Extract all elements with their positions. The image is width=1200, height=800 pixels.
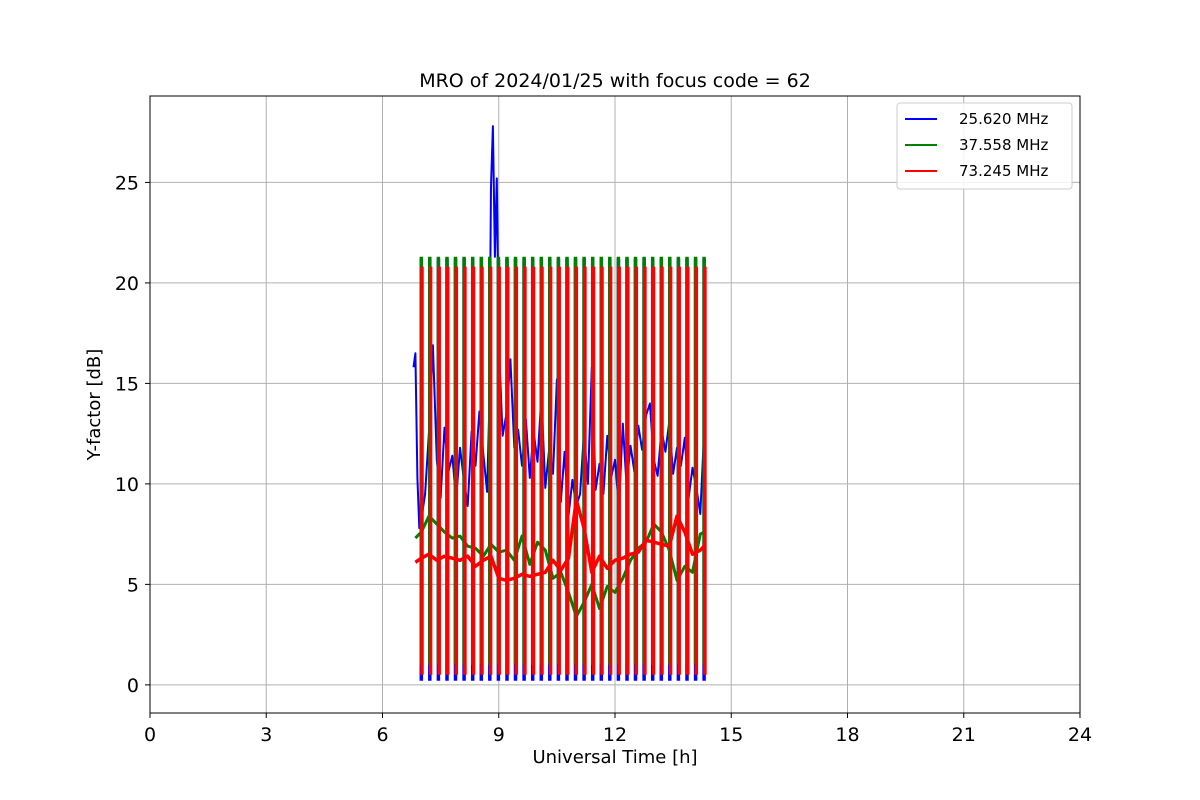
x-tick-label: 12 xyxy=(603,724,627,746)
series-group xyxy=(414,266,707,675)
x-tick-label: 24 xyxy=(1068,724,1092,746)
x-tick-label: 6 xyxy=(376,724,388,746)
y-tick-label: 15 xyxy=(115,373,139,395)
legend-label: 73.245 MHz xyxy=(959,162,1048,180)
x-tick-label: 0 xyxy=(144,724,156,746)
cycle-spikes xyxy=(420,266,707,675)
x-tick-label: 21 xyxy=(952,724,976,746)
y-tick-label: 20 xyxy=(115,273,139,295)
y-tick-label: 0 xyxy=(127,675,139,697)
legend-label: 37.558 MHz xyxy=(959,136,1048,154)
plot-area xyxy=(412,125,707,681)
y-tick-label: 5 xyxy=(127,574,139,596)
x-axis-label: Universal Time [h] xyxy=(532,747,697,768)
legend-box xyxy=(896,102,1073,190)
legend-label: 25.620 MHz xyxy=(959,110,1048,128)
y-axis-label: Y-factor [dB] xyxy=(84,349,105,462)
series-line xyxy=(414,498,706,583)
x-tick-label: 3 xyxy=(260,724,272,746)
x-tick-label: 18 xyxy=(835,724,859,746)
legend: 25.620 MHz 37.558 MHz 73.245 MHz xyxy=(896,102,1073,190)
x-tick-label: 9 xyxy=(493,724,505,746)
y-tick-label: 10 xyxy=(115,474,139,496)
chart-title: MRO of 2024/01/25 with focus code = 62 xyxy=(419,70,811,92)
y-tick-label: 25 xyxy=(115,172,139,194)
ticks: 0 3 6 9 12 15 18 21 24 0 5 10 15 20 25 xyxy=(115,172,1092,746)
x-tick-label: 15 xyxy=(719,724,743,746)
